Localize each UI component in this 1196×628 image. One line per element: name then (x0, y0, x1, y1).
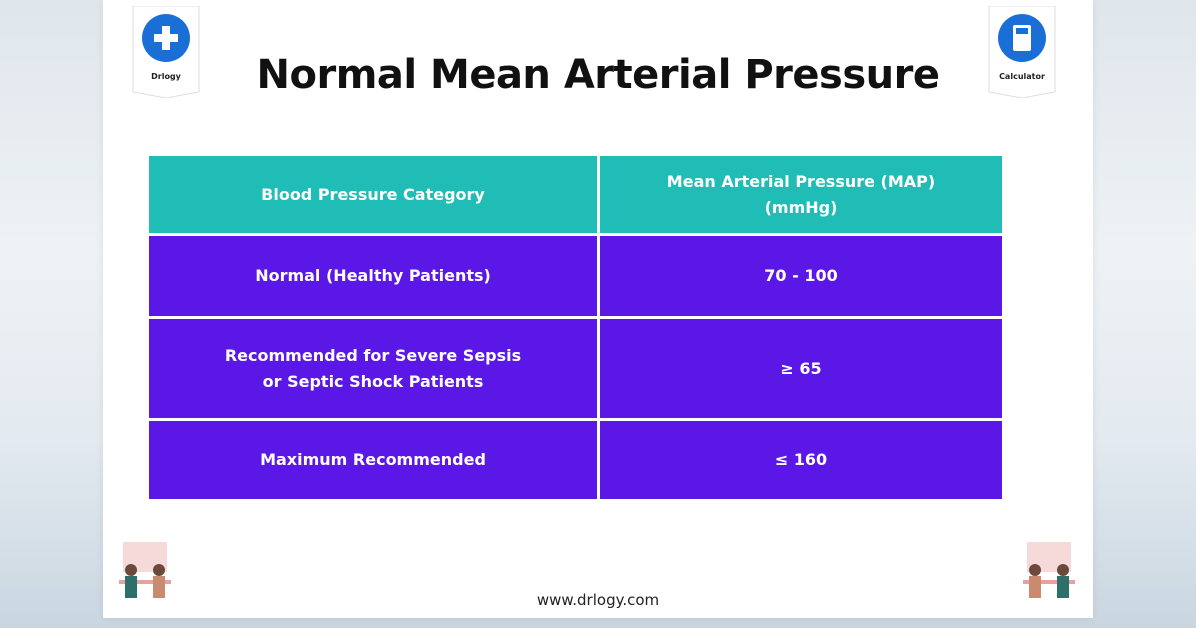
card: Drlogy Normal Mean Arterial Pressure Cal… (103, 0, 1093, 618)
drlogy-badge: Drlogy (131, 5, 201, 99)
row: Maximum Recommended ≤ 160 (149, 421, 1002, 499)
illustration (1023, 542, 1075, 598)
header-cell: Mean Arterial Pressure (MAP) (mmHg) (600, 156, 1002, 233)
badge-label: Drlogy (151, 72, 181, 81)
badge-shape (988, 5, 1056, 99)
cell: ≤ 160 (600, 421, 1002, 499)
header-cell: Blood Pressure Category (149, 156, 597, 233)
header-row: Blood Pressure Category Mean Arterial Pr… (149, 156, 1002, 233)
row: Recommended for Severe Sepsis or Septic … (149, 319, 1002, 418)
cell: Normal (Healthy Patients) (149, 236, 597, 316)
website: www.drlogy.com (536, 591, 660, 609)
cell: 70 - 100 (600, 236, 1002, 316)
badge-shape (132, 5, 200, 99)
badge-label: Calculator (999, 72, 1045, 81)
calculator-badge: Calculator (987, 5, 1057, 99)
cell: ≥ 65 (600, 319, 1002, 418)
row: Normal (Healthy Patients) 70 - 100 (149, 236, 1002, 316)
cell: Maximum Recommended (149, 421, 597, 499)
illustration (119, 542, 171, 598)
title: Normal Mean Arterial Pressure (256, 52, 940, 98)
table: Blood Pressure Category Mean Arterial Pr… (149, 156, 1002, 502)
cell: Recommended for Severe Sepsis or Septic … (149, 319, 597, 418)
